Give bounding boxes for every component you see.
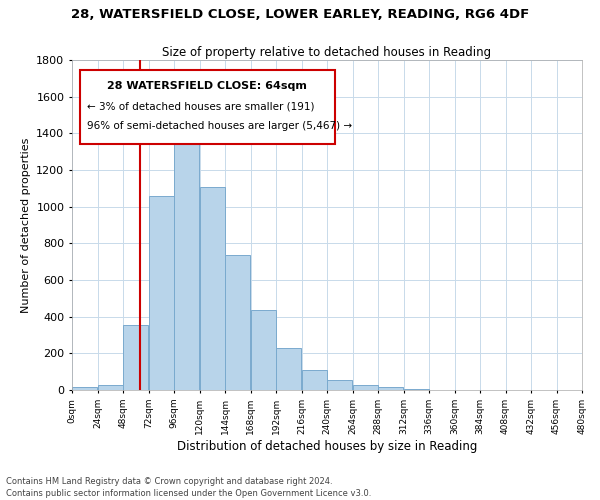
Text: 96% of semi-detached houses are larger (5,467) →: 96% of semi-detached houses are larger (…: [88, 121, 352, 131]
Bar: [98, 384, 123, 390]
Text: 28 WATERSFIELD CLOSE: 64sqm: 28 WATERSFIELD CLOSE: 64sqm: [107, 82, 307, 92]
Bar: [225, 255, 250, 390]
Bar: [378, 386, 403, 390]
Text: ← 3% of detached houses are smaller (191): ← 3% of detached houses are smaller (191…: [88, 101, 315, 112]
Bar: [276, 348, 301, 390]
Bar: [174, 122, 199, 390]
Y-axis label: Number of detached properties: Number of detached properties: [20, 138, 31, 312]
Bar: [302, 370, 327, 390]
Title: Size of property relative to detached houses in Reading: Size of property relative to detached ho…: [163, 46, 491, 59]
Bar: [251, 310, 276, 390]
Bar: [353, 384, 378, 390]
Bar: [72, 387, 97, 390]
Bar: [149, 196, 174, 390]
Bar: [327, 380, 352, 390]
Text: Contains HM Land Registry data © Crown copyright and database right 2024.
Contai: Contains HM Land Registry data © Crown c…: [6, 476, 371, 498]
FancyBboxPatch shape: [80, 70, 335, 144]
Bar: [200, 186, 225, 390]
X-axis label: Distribution of detached houses by size in Reading: Distribution of detached houses by size …: [177, 440, 477, 452]
Bar: [123, 325, 148, 390]
Bar: [404, 389, 429, 390]
Text: 28, WATERSFIELD CLOSE, LOWER EARLEY, READING, RG6 4DF: 28, WATERSFIELD CLOSE, LOWER EARLEY, REA…: [71, 8, 529, 20]
